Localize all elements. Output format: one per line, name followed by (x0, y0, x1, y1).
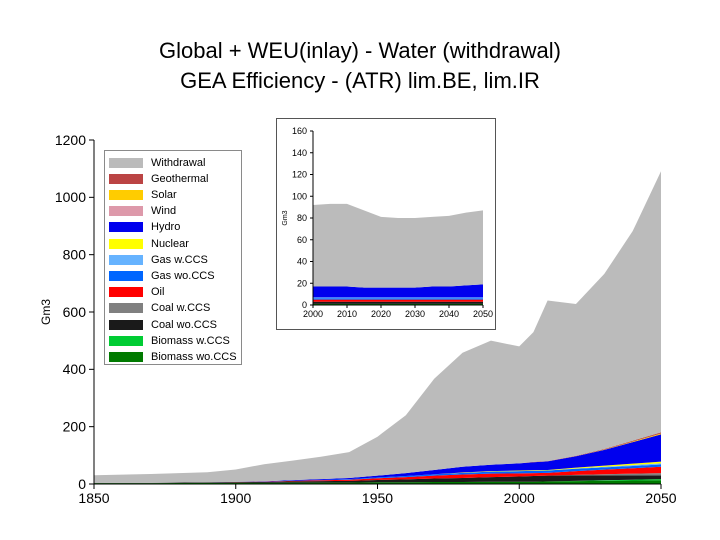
legend-label: Geothermal (151, 172, 209, 185)
legend-item-coal-w-ccs: Coal w.CCS (109, 301, 210, 316)
legend-item-hydro: Hydro (109, 220, 180, 235)
y-tick-label: 400 (63, 361, 87, 377)
legend-label: Gas wo.CCS (151, 269, 215, 282)
y-tick-label: 1000 (55, 189, 86, 205)
legend-label: Hydro (151, 221, 181, 234)
inset-chart-frame: 0 20 40 60 80 100 120 140 160 2000 2010 2020 2030 204… (276, 118, 496, 330)
x-tick-label: 1850 (78, 490, 109, 506)
chart-title: Global + WEU(inlay) - Water (withdrawal)… (0, 36, 720, 96)
inset-y-tick-label: 80 (297, 213, 307, 223)
inset-y-axis-label: Gm3 (282, 210, 289, 225)
inset-series-withdrawal (313, 203, 483, 288)
legend-item-nuclear: Nuclear (109, 236, 189, 251)
x-tick-label: 1950 (362, 490, 393, 506)
inset-series-oil (313, 299, 483, 302)
inset-x-tick-label: 2000 (303, 309, 323, 319)
inset-y-tick-label: 100 (292, 191, 307, 201)
series-biomass-wo-ccs (94, 480, 661, 484)
legend-item-gas-w-ccs: Gas w.CCS (109, 252, 208, 267)
inset-series-gas-w-ccs (313, 297, 483, 299)
legend-swatch (109, 254, 143, 265)
legend-swatch (109, 270, 143, 281)
series-coal-wo-ccs (94, 475, 661, 484)
legend-item-geothermal: Geothermal (109, 171, 208, 186)
legend-item-biomass-w-ccs: Biomass w.CCS (109, 333, 230, 348)
legend-item-biomass-wo-ccs: Biomass wo.CCS (109, 349, 237, 364)
legend-item-coal-wo-ccs: Coal wo.CCS (109, 317, 217, 332)
legend-swatch (109, 173, 143, 184)
legend-swatch (109, 222, 143, 233)
inset-series-gas-wo-ccs (313, 298, 483, 300)
chart-title-line-1: Global + WEU(inlay) - Water (withdrawal) (159, 38, 561, 63)
legend-label: Oil (151, 286, 165, 299)
legend-item-withdrawal: Withdrawal (109, 155, 205, 170)
inset-y-tick-label: 60 (297, 235, 307, 245)
legend-label: Coal w.CCS (151, 302, 211, 315)
legend-label: Gas w.CCS (151, 253, 208, 266)
inset-y-tick-label: 20 (297, 278, 307, 288)
legend-label: Coal wo.CCS (151, 318, 218, 331)
inset-x-tick-label: 2040 (439, 309, 459, 319)
legend-swatch (109, 303, 143, 314)
legend-swatch (109, 157, 143, 168)
inset-x-tick-label: 2020 (371, 309, 391, 319)
legend-swatch (109, 335, 143, 346)
y-tick-label: 600 (63, 304, 87, 320)
inset-series-hydro (313, 284, 483, 298)
legend-item-gas-wo-ccs: Gas wo.CCS (109, 268, 215, 283)
legend-swatch (109, 189, 143, 200)
legend-item-oil: Oil (109, 285, 164, 300)
legend-label: Biomass w.CCS (151, 334, 230, 347)
inset-y-tick-label: 40 (297, 257, 307, 267)
series-oil (94, 466, 661, 483)
legend-item-wind: Wind (109, 204, 176, 219)
inset-y-tick-label: 140 (292, 148, 307, 158)
legend-label: Nuclear (151, 237, 189, 250)
y-tick-label: 1200 (55, 132, 86, 148)
inset-y-tick-label: 0 (302, 300, 307, 310)
legend-label: Biomass wo.CCS (151, 350, 237, 363)
legend-label: Wind (151, 205, 177, 218)
chart-legend: Withdrawal Geothermal Solar Wind Hydro Nuclea… (104, 150, 242, 365)
legend-swatch (109, 287, 143, 298)
x-tick-label: 2000 (504, 490, 535, 506)
x-tick-label: 2050 (645, 490, 676, 506)
inset-x-tick-label: 2010 (337, 309, 357, 319)
inset-series-coal-wo-ccs (313, 301, 483, 304)
legend-label: Withdrawal (151, 156, 206, 169)
y-axis-label: Gm3 (39, 299, 53, 325)
legend-label: Solar (151, 188, 177, 201)
inset-x-tick-label: 2030 (405, 309, 425, 319)
legend-swatch (109, 351, 143, 362)
inset-y-tick-label: 160 (292, 126, 307, 136)
legend-swatch (109, 319, 143, 330)
series-withdrawal (94, 171, 661, 483)
y-tick-label: 0 (78, 476, 86, 492)
inset-x-tick-label: 2050 (473, 309, 493, 319)
legend-item-solar: Solar (109, 187, 177, 202)
legend-swatch (109, 238, 143, 249)
legend-swatch (109, 206, 143, 217)
inset-y-tick-label: 120 (292, 170, 307, 180)
y-tick-label: 200 (63, 419, 87, 435)
chart-title-line-2: GEA Efficiency - (ATR) lim.BE, lim.IR (180, 68, 540, 93)
x-tick-label: 1900 (220, 490, 251, 506)
y-tick-label: 800 (63, 247, 87, 263)
